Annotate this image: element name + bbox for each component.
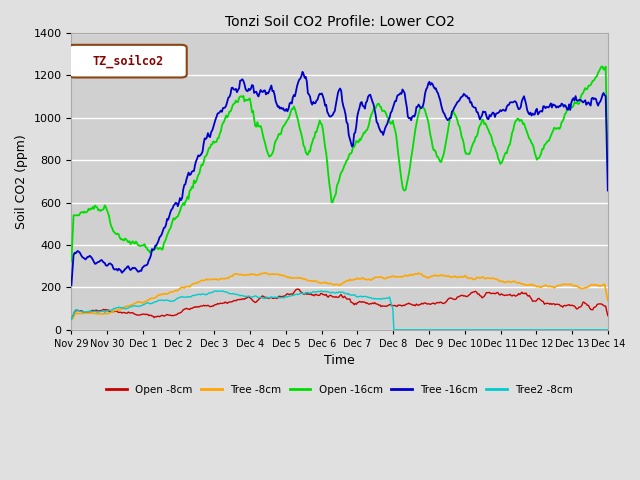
Tree -16cm xyxy=(299,69,307,75)
Tree2 -8cm xyxy=(604,327,612,333)
Tree2 -8cm xyxy=(359,294,367,300)
Tree -16cm xyxy=(359,103,367,109)
Open -16cm xyxy=(508,136,515,142)
Tree -8cm xyxy=(388,274,396,279)
Open -16cm xyxy=(358,135,365,141)
Open -16cm xyxy=(591,76,599,82)
Tree -16cm xyxy=(592,96,600,102)
Open -8cm xyxy=(604,312,612,318)
Line: Open -8cm: Open -8cm xyxy=(72,289,608,319)
Tree -8cm xyxy=(323,280,331,286)
Tree2 -8cm xyxy=(212,288,220,294)
Tree -16cm xyxy=(604,188,612,193)
Y-axis label: Soil CO2 (ppm): Soil CO2 (ppm) xyxy=(15,134,28,229)
Open -16cm xyxy=(598,64,606,70)
Line: Tree -16cm: Tree -16cm xyxy=(72,72,608,285)
Open -8cm xyxy=(68,316,76,322)
Tree2 -8cm xyxy=(388,302,396,308)
Legend: Open -8cm, Tree -8cm, Open -16cm, Tree -16cm, Tree2 -8cm: Open -8cm, Tree -8cm, Open -16cm, Tree -… xyxy=(102,381,577,399)
Open -16cm xyxy=(387,121,394,127)
Open -8cm xyxy=(323,294,331,300)
Tree2 -8cm xyxy=(593,327,601,333)
Tree2 -8cm xyxy=(390,327,397,333)
Tree -16cm xyxy=(68,282,76,288)
Tree -8cm xyxy=(604,298,612,303)
Text: TZ_soilco2: TZ_soilco2 xyxy=(92,54,163,68)
Tree -8cm xyxy=(68,316,76,322)
Tree2 -8cm xyxy=(509,327,517,333)
FancyBboxPatch shape xyxy=(68,45,187,77)
Open -16cm xyxy=(68,258,76,264)
Open -8cm xyxy=(294,286,302,292)
Open -8cm xyxy=(388,303,396,309)
Open -8cm xyxy=(326,292,334,298)
Tree2 -8cm xyxy=(326,290,334,296)
Tree2 -8cm xyxy=(68,316,76,322)
Open -16cm xyxy=(604,169,612,175)
Open -8cm xyxy=(359,299,367,304)
Line: Tree -8cm: Tree -8cm xyxy=(72,273,608,319)
Tree -8cm xyxy=(261,270,269,276)
Tree -16cm xyxy=(508,99,516,105)
Line: Tree2 -8cm: Tree2 -8cm xyxy=(72,291,608,330)
Open -8cm xyxy=(508,293,516,299)
Line: Open -16cm: Open -16cm xyxy=(72,67,608,261)
Tree -8cm xyxy=(508,279,516,285)
X-axis label: Time: Time xyxy=(324,354,355,367)
Tree -16cm xyxy=(388,108,396,114)
Open -16cm xyxy=(326,181,333,187)
Tree -8cm xyxy=(359,275,367,281)
Open -8cm xyxy=(592,304,600,310)
Open -16cm xyxy=(323,150,330,156)
Tree -16cm xyxy=(323,109,331,115)
Tree -8cm xyxy=(326,280,334,286)
Title: Tonzi Soil CO2 Profile: Lower CO2: Tonzi Soil CO2 Profile: Lower CO2 xyxy=(225,15,454,29)
Tree2 -8cm xyxy=(323,288,331,294)
Tree -8cm xyxy=(592,282,600,288)
Tree -16cm xyxy=(326,114,334,120)
